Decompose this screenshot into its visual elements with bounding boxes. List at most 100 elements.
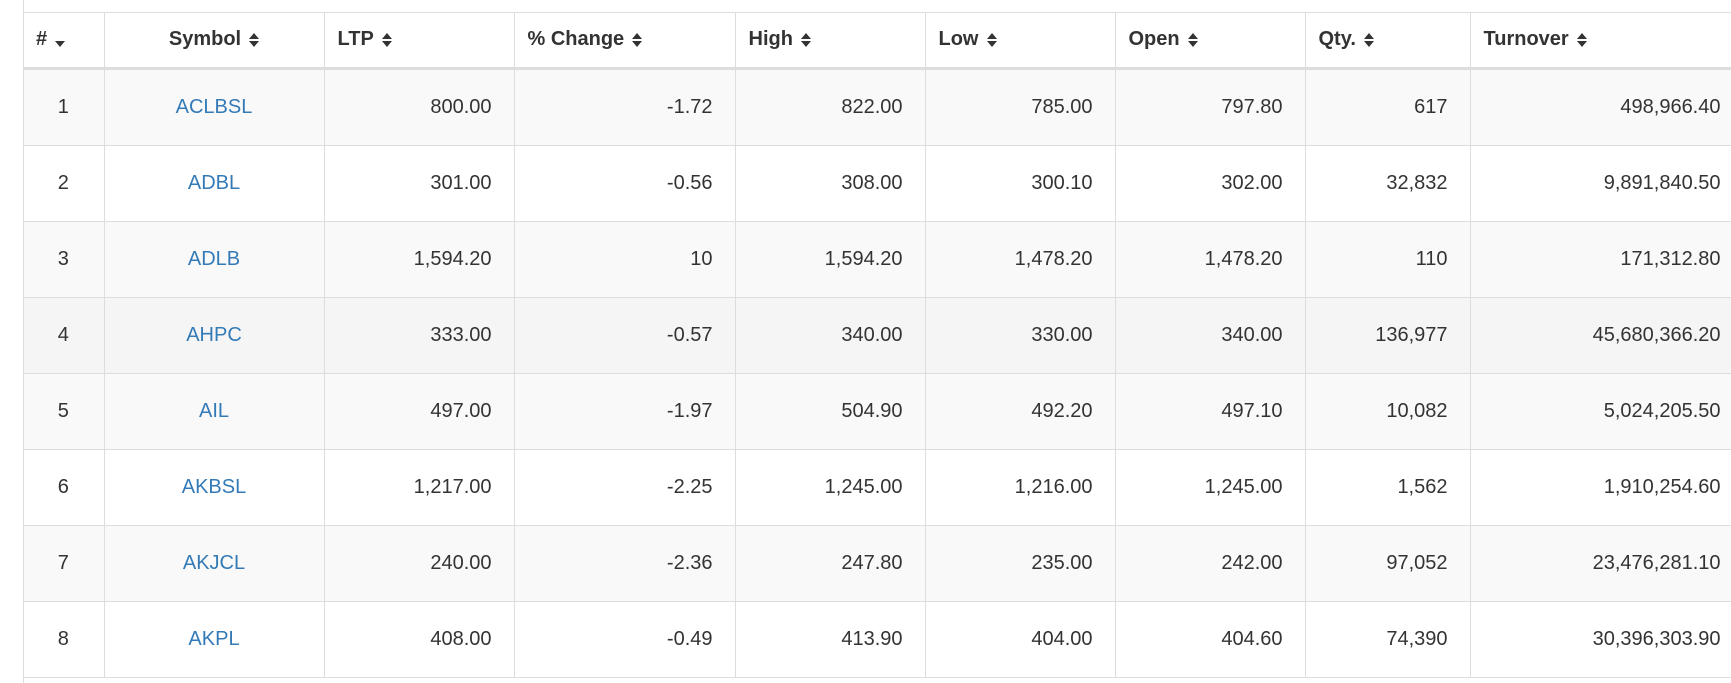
cell-symbol: ADLB [104,221,325,298]
col-header-turnover[interactable]: Turnover [1470,12,1731,70]
cell-high: 1,245.00 [735,449,926,526]
table-row: 3 ADLB 1,594.20 10 1,594.20 1,478.20 1,4… [23,221,1731,298]
cell-index: 1 [23,68,105,146]
cell-symbol: AKJCL [104,525,325,602]
cell-symbol: AIL [104,373,325,450]
cell-turnover: 5,024,205.50 [1470,373,1731,450]
col-header-label: % Change [527,28,625,50]
cell-open: 797.80 [1115,68,1306,146]
cell-index: 7 [23,525,105,602]
cell-qty: 97,052 [1305,525,1471,602]
cell-low: 330.00 [925,297,1116,374]
cell-ltp: 1,217.00 [324,449,515,526]
cell-turnover: 171,312.80 [1470,221,1731,298]
cell-low: 300.10 [925,145,1116,222]
cell-high: 247.80 [735,525,926,602]
col-header-label: Low [938,28,979,50]
market-data-table: # Symbol LTP % Change High Low Open Qty. [23,12,1731,678]
cell-pct-change: -0.49 [514,601,736,678]
cell-ltp: 1,594.20 [324,221,515,298]
symbol-link[interactable]: AKPL [188,628,240,650]
table-row: 6 AKBSL 1,217.00 -2.25 1,245.00 1,216.00… [23,449,1731,526]
cell-qty: 74,390 [1305,601,1471,678]
col-header-label: LTP [337,28,374,50]
cell-high: 822.00 [735,68,926,146]
col-header-label: # [36,28,48,50]
table-row: 5 AIL 497.00 -1.97 504.90 492.20 497.10 … [23,373,1731,450]
cell-index: 5 [23,373,105,450]
sort-both-icon[interactable] [986,33,997,47]
cell-high: 340.00 [735,297,926,374]
col-header-low[interactable]: Low [925,12,1116,70]
cell-low: 1,216.00 [925,449,1116,526]
cell-pct-change: -1.97 [514,373,736,450]
sort-both-icon[interactable] [1187,33,1198,47]
cell-symbol: AKPL [104,601,325,678]
symbol-link[interactable]: ADLB [187,248,241,270]
cell-pct-change: -0.57 [514,297,736,374]
cell-qty: 136,977 [1305,297,1471,374]
col-header-open[interactable]: Open [1115,12,1306,70]
cell-turnover: 30,396,303.90 [1470,601,1731,678]
symbol-link[interactable]: AKBSL [181,476,247,498]
cell-ltp: 240.00 [324,525,515,602]
col-header-high[interactable]: High [735,12,926,70]
cell-ltp: 301.00 [324,145,515,222]
cell-open: 1,478.20 [1115,221,1306,298]
sort-desc-icon[interactable] [55,39,66,49]
cell-symbol: AHPC [104,297,325,374]
sort-both-icon[interactable] [1576,33,1587,47]
sort-both-icon[interactable] [249,33,260,47]
col-header-qty[interactable]: Qty. [1305,12,1471,70]
cell-low: 492.20 [925,373,1116,450]
cell-open: 497.10 [1115,373,1306,450]
table-row: 2 ADBL 301.00 -0.56 308.00 300.10 302.00… [23,145,1731,222]
col-header-symbol[interactable]: Symbol [104,12,325,70]
cell-open: 404.60 [1115,601,1306,678]
cell-index: 6 [23,449,105,526]
cell-low: 404.00 [925,601,1116,678]
cell-pct-change: 10 [514,221,736,298]
col-header-label: High [748,28,793,50]
table-header-row: # Symbol LTP % Change High Low Open Qty. [23,12,1731,70]
sort-both-icon[interactable] [381,33,392,47]
cell-index: 3 [23,221,105,298]
symbol-link[interactable]: AIL [198,400,230,422]
sort-both-icon[interactable] [1363,33,1374,47]
sort-both-icon[interactable] [800,33,811,47]
cell-qty: 1,562 [1305,449,1471,526]
cell-turnover: 9,891,840.50 [1470,145,1731,222]
cell-high: 413.90 [735,601,926,678]
table-row: 7 AKJCL 240.00 -2.36 247.80 235.00 242.0… [23,525,1731,602]
cell-low: 1,478.20 [925,221,1116,298]
cell-high: 308.00 [735,145,926,222]
symbol-link[interactable]: ACLBSL [175,96,253,118]
col-header-index[interactable]: # [23,12,105,70]
table-row: 1 ACLBSL 800.00 -1.72 822.00 785.00 797.… [23,68,1731,146]
cell-ltp: 408.00 [324,601,515,678]
cell-symbol: ADBL [104,145,325,222]
cell-ltp: 333.00 [324,297,515,374]
cell-symbol: ACLBSL [104,68,325,146]
cell-pct-change: -2.25 [514,449,736,526]
col-header-label: Symbol [168,28,242,50]
cell-symbol: AKBSL [104,449,325,526]
col-header-label: Open [1128,28,1180,50]
cell-pct-change: -0.56 [514,145,736,222]
cell-qty: 32,832 [1305,145,1471,222]
table-border-top-left [23,0,24,12]
table-row: 4 AHPC 333.00 -0.57 340.00 330.00 340.00… [23,297,1731,374]
symbol-link[interactable]: AKJCL [182,552,246,574]
cell-open: 242.00 [1115,525,1306,602]
cell-index: 4 [23,297,105,374]
cell-qty: 110 [1305,221,1471,298]
cell-open: 340.00 [1115,297,1306,374]
cell-index: 8 [23,601,105,678]
col-header-ltp[interactable]: LTP [324,12,515,70]
cell-turnover: 45,680,366.20 [1470,297,1731,374]
cell-low: 785.00 [925,68,1116,146]
sort-both-icon[interactable] [632,33,643,47]
col-header-pct-change[interactable]: % Change [514,12,736,70]
symbol-link[interactable]: AHPC [186,324,242,346]
symbol-link[interactable]: ADBL [187,172,241,194]
